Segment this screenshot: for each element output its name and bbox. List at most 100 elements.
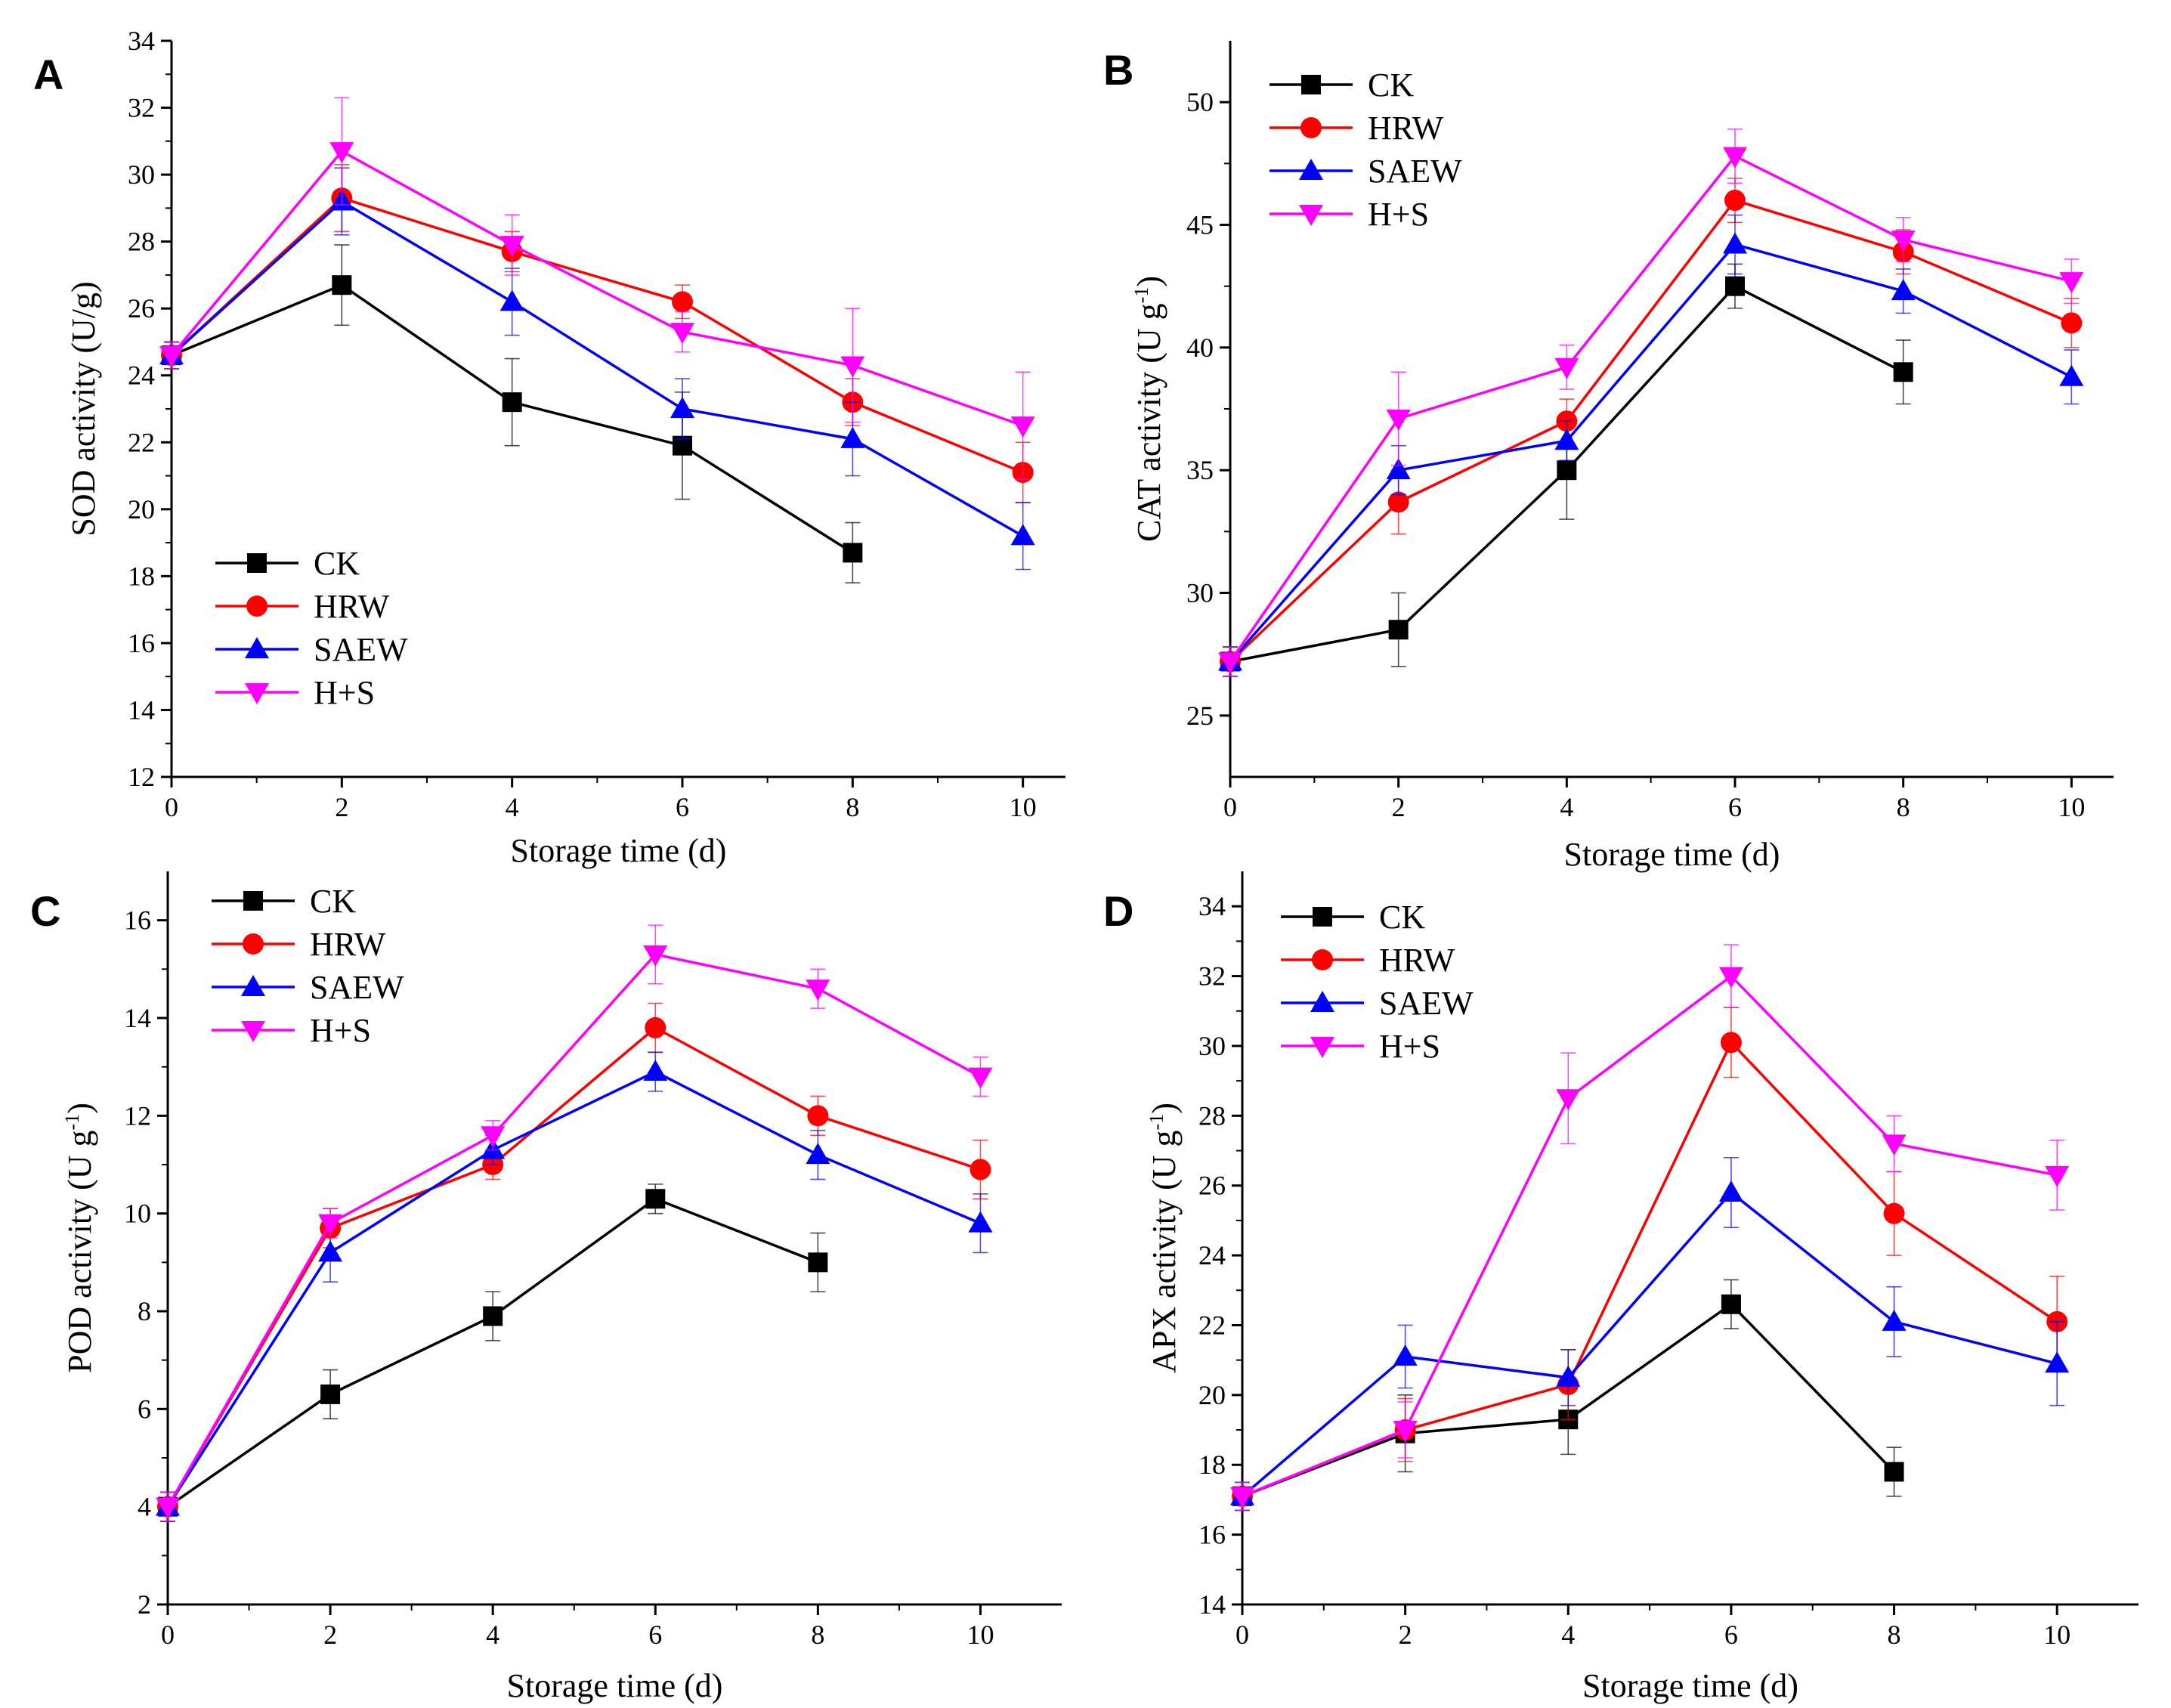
y-tick-label: 40: [1186, 333, 1214, 363]
data-point: [1556, 1089, 1581, 1111]
data-point: [1893, 362, 1913, 382]
y-tick-label: 20: [128, 494, 155, 524]
data-point: [1723, 147, 1747, 169]
y-tick-label: 30: [1198, 1031, 1226, 1061]
series-line: [166, 1070, 982, 1508]
data-point: [1882, 1134, 1907, 1156]
legend-marker: [243, 933, 264, 955]
y-tick-label: 6: [138, 1394, 151, 1424]
legend-marker: [1299, 205, 1323, 226]
data-point: [1557, 460, 1577, 481]
data-point: [1891, 230, 1916, 252]
data-point: [1554, 429, 1579, 450]
y-tick-label: 16: [124, 905, 151, 936]
data-point: [1720, 1032, 1742, 1054]
data-point: [1386, 458, 1411, 480]
x-tick-label: 6: [1728, 792, 1742, 822]
legend-marker: [1313, 907, 1332, 927]
y-tick-label: 12: [124, 1100, 151, 1131]
y-tick-label: 16: [1198, 1520, 1226, 1550]
legend-marker: [245, 683, 269, 704]
data-point: [1883, 1202, 1905, 1224]
panel-letter: C: [30, 887, 60, 935]
x-tick-label: 0: [165, 792, 178, 822]
y-tick-label: 26: [1198, 1171, 1226, 1201]
legend-label: SAEW: [1368, 153, 1462, 190]
data-point: [2045, 1351, 2070, 1373]
data-point: [1388, 620, 1409, 640]
y-axis-title: SOD activity (U/g): [65, 281, 102, 536]
y-axis-title-text: APX activity (U g: [1146, 1130, 1183, 1372]
y-tick-label: 2: [138, 1589, 151, 1620]
y-tick-label: 34: [128, 26, 155, 56]
legend-label: SAEW: [314, 631, 408, 668]
x-tick-label: 8: [1888, 1620, 1901, 1650]
y-axis-title-end: ): [1146, 1103, 1183, 1114]
y-tick-label: 4: [138, 1492, 151, 1522]
y-tick-label: 24: [128, 360, 155, 391]
x-tick-label: 0: [161, 1620, 175, 1650]
data-point: [481, 1126, 506, 1148]
data-point: [1718, 1180, 1743, 1202]
y-tick-label: 32: [1198, 961, 1226, 992]
data-point: [843, 543, 863, 563]
y-tick-label: 45: [1186, 210, 1214, 240]
panel-letter: D: [1103, 887, 1133, 935]
legend-label: SAEW: [310, 969, 404, 1006]
x-tick-label: 0: [1223, 792, 1237, 822]
series-h-s: [1230, 944, 2070, 1512]
data-point: [806, 1143, 830, 1165]
chart-panel-A: A0 2 4 6 8 10121416182022242628303234Storage …: [33, 26, 1065, 869]
data-point: [499, 236, 524, 258]
series-line: [166, 953, 982, 1508]
series-line: [170, 196, 1024, 474]
x-tick-label: 10: [2058, 792, 2085, 822]
legend-marker: [1312, 949, 1333, 970]
x-tick-label: 8: [811, 1620, 824, 1650]
y-tick-label: 10: [124, 1199, 151, 1229]
x-axis-title: Storage time (d): [507, 1667, 723, 1704]
data-point: [156, 1497, 180, 1519]
y-tick-label: 35: [1186, 455, 1214, 485]
data-point: [1387, 491, 1409, 513]
data-point: [1721, 1294, 1741, 1314]
x-tick-label: 6: [676, 792, 689, 822]
y-axis-title-superscript: -1: [1130, 287, 1152, 304]
x-tick-label: 6: [1724, 1620, 1738, 1650]
data-point: [329, 142, 354, 164]
data-point: [2059, 272, 2084, 294]
y-tick-label: 14: [128, 695, 155, 725]
data-point: [840, 426, 865, 448]
series-line: [166, 1026, 982, 1508]
legend-label: CK: [1368, 67, 1414, 104]
data-point: [159, 346, 184, 368]
data-point: [1554, 357, 1579, 379]
y-tick-label: 26: [128, 293, 155, 323]
legend-label: HRW: [1368, 110, 1444, 147]
x-tick-label: 4: [1560, 792, 1573, 822]
data-point: [1393, 1421, 1418, 1443]
series-h-s: [1218, 128, 2084, 677]
y-tick-label: 16: [128, 628, 155, 658]
series-saew: [1230, 1156, 2070, 1512]
chart-panel-B: B 0 2 4 6 8 10 25 30 35 40 45 50 Storage time (d) CAT …: [1103, 41, 2114, 873]
data-point: [2061, 312, 2083, 334]
legend-label: CK: [310, 883, 356, 920]
x-tick-label: 8: [1897, 792, 1910, 822]
data-point: [483, 1306, 503, 1326]
legend-label: H+S: [1368, 196, 1429, 233]
data-point: [645, 1016, 666, 1038]
x-tick-label: 8: [846, 792, 859, 822]
data-point: [643, 945, 668, 967]
series-line: [1229, 154, 2072, 663]
legend-marker: [243, 891, 263, 911]
series-line: [1241, 1190, 2058, 1498]
x-tick-label: 2: [323, 1620, 337, 1650]
series-h-s: [156, 924, 993, 1522]
data-point: [1386, 409, 1411, 431]
data-point: [1218, 652, 1242, 674]
x-tick-label: 10: [966, 1620, 994, 1650]
y-tick-label: 18: [1198, 1450, 1226, 1480]
